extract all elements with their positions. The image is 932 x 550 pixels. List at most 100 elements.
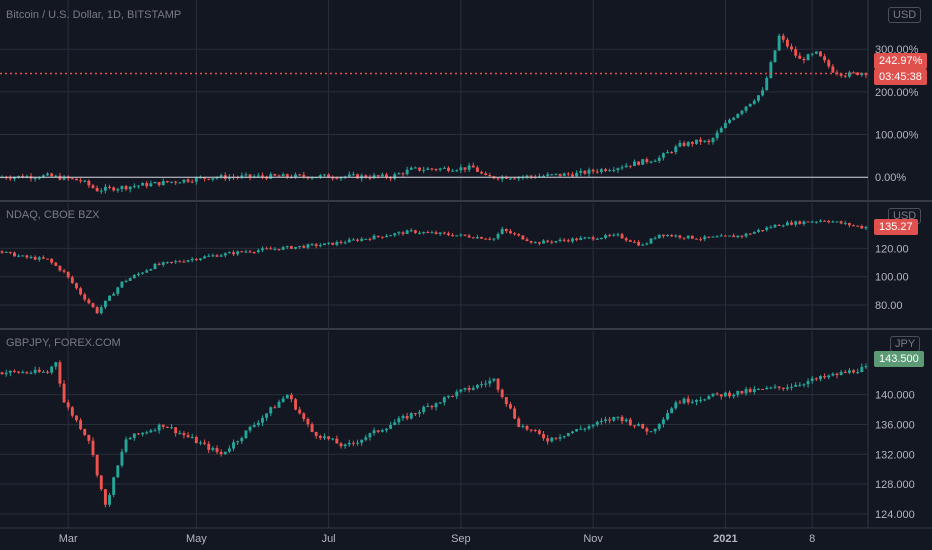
candle-body [591, 237, 595, 240]
candle-body [819, 220, 822, 222]
candle-body [430, 232, 434, 234]
candle-body [513, 233, 517, 235]
candle-body [339, 177, 343, 179]
candle-body [364, 437, 368, 440]
candle-body [385, 428, 388, 431]
candle-body [54, 362, 58, 367]
candle-body [137, 185, 140, 187]
candle-body [682, 398, 686, 404]
candle-body [232, 252, 235, 255]
candle-body [533, 429, 537, 431]
candle-body [769, 62, 773, 78]
candle-body [856, 372, 860, 374]
candle-body [79, 180, 83, 182]
candle-body [728, 119, 731, 123]
candle-body [810, 221, 814, 223]
candle-body [860, 366, 864, 373]
candle-body [827, 60, 831, 67]
candle-body [37, 369, 41, 372]
candle-body [484, 383, 488, 385]
candle-body [29, 256, 33, 258]
candle-body [281, 247, 285, 250]
candle-body [455, 170, 459, 172]
candle-body [215, 255, 219, 257]
candle-body [256, 175, 260, 177]
candle-body [455, 235, 459, 237]
candle-body [141, 272, 145, 274]
candle-body [699, 399, 703, 401]
candle-body [682, 142, 686, 146]
candle-body [496, 233, 500, 239]
candle-body [752, 231, 756, 234]
candle-body [261, 417, 264, 423]
pane2-title: NDAQ, CBOE BZX [6, 209, 100, 221]
candle-body [633, 161, 636, 167]
candle-body [719, 128, 723, 133]
candle-body [368, 177, 372, 179]
candle-body [736, 113, 740, 118]
candle-body [203, 442, 207, 444]
candle-body [174, 427, 178, 434]
candle-body [351, 239, 355, 241]
candle-body [25, 372, 29, 374]
candle-body [269, 248, 273, 250]
candle-body [422, 169, 426, 171]
candle-body [153, 430, 157, 432]
candle-body [199, 442, 202, 444]
candle-body [306, 419, 310, 425]
candle-body [616, 416, 620, 418]
candle-body [165, 181, 169, 183]
candle-body [740, 390, 744, 394]
candle-body [248, 251, 252, 253]
candle-body [397, 232, 401, 234]
candle-body [37, 177, 41, 179]
candle-body [331, 242, 335, 245]
candle-body [256, 422, 260, 426]
candle-body [368, 433, 372, 438]
candle-body [550, 437, 554, 442]
candle-body [612, 170, 616, 172]
candle-body [310, 244, 314, 246]
candle-body [207, 255, 211, 257]
candle-body [298, 174, 302, 176]
candle-body [480, 236, 483, 239]
candle-body [318, 175, 322, 178]
candle-body [356, 174, 359, 179]
candle-body [261, 175, 264, 177]
candle-body [843, 371, 847, 373]
candle-body [190, 181, 194, 183]
pane3-currency-button[interactable]: JPY [890, 336, 921, 352]
candle-body [442, 397, 446, 403]
candle-body [426, 232, 430, 234]
candle-body [186, 179, 190, 182]
candle-body [137, 433, 140, 435]
candle-body [170, 427, 173, 429]
candle-body [463, 387, 467, 390]
candle-body [128, 437, 132, 440]
candle-body [223, 451, 227, 455]
candle-body [145, 270, 149, 273]
pane1-currency-button[interactable]: USD [888, 7, 922, 23]
candle-body [413, 167, 417, 169]
candle-body [219, 175, 223, 178]
candle-body [149, 430, 153, 433]
candle-body [157, 263, 161, 265]
candle-body [711, 393, 715, 397]
candle-body [58, 362, 62, 384]
candle-body [165, 261, 169, 263]
candle-body [843, 222, 847, 224]
candle-body [575, 238, 579, 241]
candle-body [426, 168, 430, 170]
candle-body [562, 173, 566, 176]
candle-body [13, 177, 16, 179]
candle-body [62, 270, 66, 272]
pane1-title: Bitcoin / U.S. Dollar, 1D, BITSTAMP [6, 9, 182, 21]
candle-body [558, 437, 562, 439]
candle-body [777, 35, 781, 51]
candle-body [529, 241, 533, 243]
candle-body [351, 442, 355, 444]
candle-body [389, 425, 393, 429]
candle-body [112, 187, 116, 191]
pane3-last-value-tag: 143.500 [874, 351, 924, 367]
